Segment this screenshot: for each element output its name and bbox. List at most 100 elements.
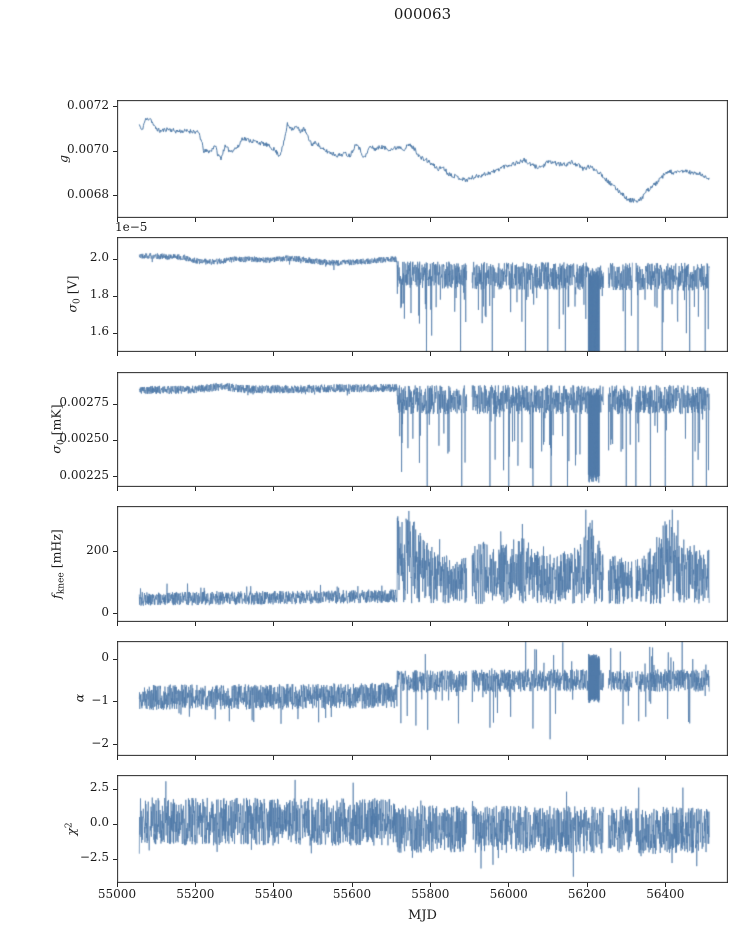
x-tick-mark (194, 883, 196, 887)
y-tick-mark (113, 476, 117, 478)
x-tick-mark (508, 487, 510, 491)
x-tick-mark (664, 883, 666, 887)
x-tick-mark (664, 756, 666, 760)
x-tick-mark (273, 218, 275, 222)
x-tick-mark (194, 756, 196, 760)
x-tick-mark (116, 352, 118, 356)
x-tick-mark (586, 622, 588, 626)
x-tick-mark (273, 756, 275, 760)
x-tick-mark (664, 352, 666, 356)
x-tick-label: 56400 (646, 887, 685, 901)
x-tick-label: 55600 (332, 887, 372, 901)
ylabel-symbol: f (48, 594, 64, 599)
x-tick-label: 55400 (254, 887, 293, 901)
x-tick-mark (116, 487, 118, 491)
x-tick-mark (194, 622, 196, 626)
y-tick-label: 1.6 (89, 324, 109, 339)
x-tick-mark (586, 756, 588, 760)
x-tick-mark (429, 352, 431, 356)
subplot-canvas-fknee (117, 506, 728, 622)
y-tick-mark (113, 258, 117, 260)
ylabel-symbol: σ (64, 303, 80, 313)
x-tick-label: 55000 (97, 887, 137, 901)
subplot-canvas-g (117, 100, 728, 218)
y-tick-label: 1.8 (89, 287, 109, 302)
subplot-canvas-sigma0-v (117, 237, 728, 352)
x-tick-mark (664, 622, 666, 626)
y-tick-mark (113, 195, 117, 197)
y-tick-mark (113, 613, 117, 615)
x-tick-mark (351, 622, 353, 626)
x-tick-mark (351, 756, 353, 760)
x-tick-label: 56200 (567, 887, 607, 901)
x-tick-mark (664, 487, 666, 491)
y-tick-mark (113, 551, 117, 553)
x-tick-mark (273, 622, 275, 626)
y-tick-mark (113, 823, 117, 825)
y-tick-mark (113, 150, 117, 152)
x-tick-mark (508, 756, 510, 760)
x-tick-mark (116, 218, 118, 222)
x-tick-mark (429, 883, 431, 887)
x-tick-mark (194, 218, 196, 222)
y-tick-label: 0.0068 (67, 186, 109, 201)
subplot-canvas-chi2 (117, 775, 728, 883)
y-axis-label-fknee: fknee [mHz] (48, 529, 67, 599)
y-tick-label: −2.5 (79, 850, 109, 865)
x-tick-mark (273, 487, 275, 491)
x-tick-mark (194, 352, 196, 356)
y-axis-label-sigma0-mk: σ0 [mK] (48, 404, 67, 454)
y-tick-mark (113, 439, 117, 441)
subplot-canvas-sigma0-mk (117, 372, 728, 487)
x-tick-mark (194, 487, 196, 491)
y-tick-label: 0 (101, 650, 109, 665)
y-tick-label: 0.00275 (59, 395, 109, 410)
x-tick-mark (508, 218, 510, 222)
x-tick-mark (586, 487, 588, 491)
x-tick-mark (586, 352, 588, 356)
y-tick-mark (113, 403, 117, 405)
y-tick-label: 0.0070 (67, 142, 109, 157)
x-tick-mark (351, 352, 353, 356)
y-tick-mark (113, 858, 117, 860)
x-tick-mark (429, 218, 431, 222)
y-tick-label: 0.0072 (67, 97, 109, 112)
x-tick-mark (116, 883, 118, 887)
x-tick-mark (508, 622, 510, 626)
x-tick-label: 56000 (489, 887, 528, 901)
x-tick-mark (429, 756, 431, 760)
y-tick-label: 0.00250 (59, 431, 109, 446)
x-tick-mark (586, 218, 588, 222)
y-axis-offset-text: 1e−5 (115, 220, 148, 234)
ylabel-symbol: σ (48, 445, 64, 454)
figure-title: 000063 (393, 5, 452, 23)
subplot-canvas-alpha (117, 641, 728, 756)
x-tick-mark (508, 883, 510, 887)
y-tick-label: −2 (91, 735, 109, 750)
y-tick-mark (113, 332, 117, 334)
x-tick-label: 55200 (176, 887, 215, 901)
ylabel-subscript: knee (56, 572, 67, 595)
y-tick-mark (113, 295, 117, 297)
y-tick-mark (113, 788, 117, 790)
y-tick-label: 2.5 (89, 780, 109, 795)
x-tick-mark (351, 487, 353, 491)
x-tick-mark (273, 352, 275, 356)
x-tick-mark (116, 622, 118, 626)
x-tick-mark (664, 218, 666, 222)
x-tick-mark (586, 883, 588, 887)
y-tick-mark (113, 106, 117, 108)
y-tick-mark (113, 744, 117, 746)
y-tick-mark (113, 701, 117, 703)
y-tick-label: 0.00225 (59, 467, 109, 482)
y-tick-label: 2.0 (89, 250, 109, 265)
y-tick-mark (113, 658, 117, 660)
x-axis-label: MJD (408, 908, 437, 923)
x-tick-mark (429, 487, 431, 491)
x-tick-mark (351, 883, 353, 887)
y-tick-label: 200 (86, 542, 109, 557)
x-tick-mark (351, 218, 353, 222)
x-tick-mark (273, 883, 275, 887)
x-tick-mark (508, 352, 510, 356)
